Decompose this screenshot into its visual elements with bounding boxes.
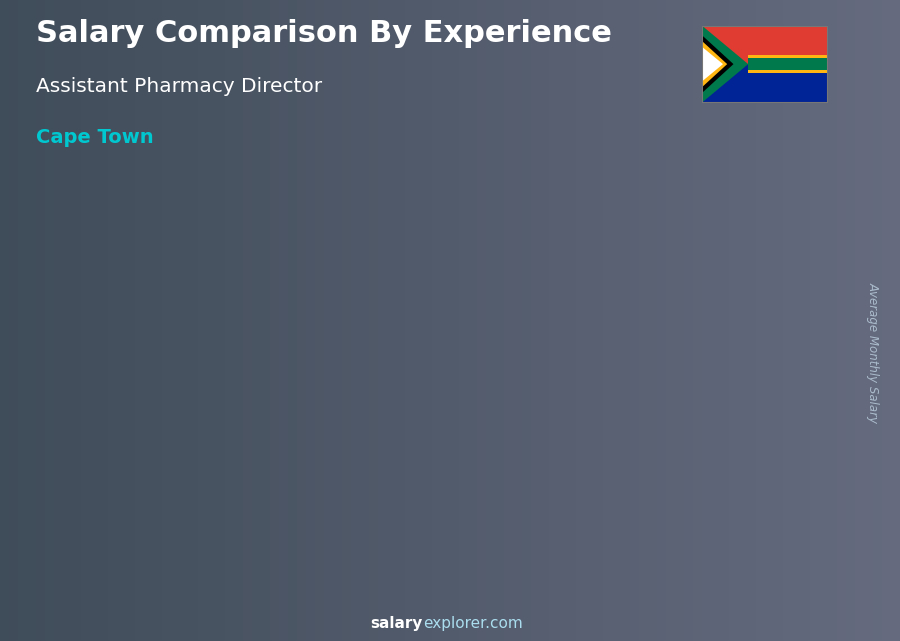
Text: Assistant Pharmacy Director: Assistant Pharmacy Director [36, 77, 322, 96]
Bar [194, 458, 272, 577]
Bar [446, 390, 525, 577]
Text: Average Monthly Salary: Average Monthly Salary [867, 282, 879, 423]
Text: salary: salary [371, 617, 423, 631]
Bar [67, 488, 145, 577]
Bar [652, 372, 657, 577]
Polygon shape [702, 47, 723, 81]
Bar [446, 390, 449, 577]
Bar [700, 362, 778, 577]
Text: Salary Comparison By Experience: Salary Comparison By Experience [36, 19, 612, 48]
Bar [320, 422, 322, 577]
Polygon shape [702, 35, 733, 93]
Text: explorer.com: explorer.com [423, 617, 523, 631]
Text: 57,200 ZAR: 57,200 ZAR [321, 405, 402, 419]
Bar [194, 458, 195, 577]
Bar [748, 56, 828, 58]
Bar [525, 390, 531, 577]
Bar [272, 458, 277, 577]
Bar [320, 422, 399, 577]
Polygon shape [702, 26, 748, 103]
Text: 32,800 ZAR: 32,800 ZAR [68, 471, 148, 485]
Bar [700, 362, 702, 577]
Text: +5%: +5% [644, 333, 695, 351]
Bar [702, 64, 828, 103]
Bar [702, 26, 828, 64]
Bar [778, 362, 784, 577]
Text: 44,000 ZAR: 44,000 ZAR [194, 441, 275, 455]
Text: +34%: +34% [131, 424, 194, 443]
Bar [67, 488, 68, 577]
Polygon shape [702, 41, 727, 87]
Bar [748, 58, 828, 70]
Text: 79,600 ZAR: 79,600 ZAR [701, 345, 782, 358]
Text: 75,700 ZAR: 75,700 ZAR [574, 355, 656, 369]
Bar [145, 488, 150, 577]
Bar [748, 70, 828, 73]
Text: +30%: +30% [258, 387, 321, 406]
Text: +21%: +21% [384, 355, 448, 374]
Bar [573, 372, 576, 577]
Bar [573, 372, 652, 577]
Bar [399, 422, 404, 577]
Text: 69,200 ZAR: 69,200 ZAR [447, 372, 529, 387]
Text: +9%: +9% [518, 341, 568, 360]
Text: Cape Town: Cape Town [36, 128, 154, 147]
Bar [748, 58, 828, 70]
